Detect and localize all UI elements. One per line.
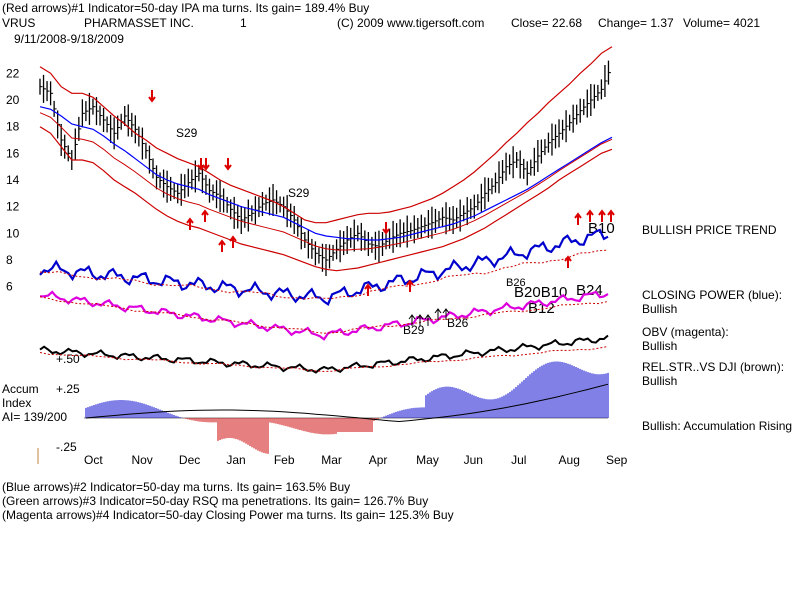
rel-strength-value: Bullish <box>642 374 678 388</box>
buy-arrow-up <box>598 209 606 222</box>
ticker-symbol: VRUS <box>2 16 36 30</box>
x-tick-label: Feb <box>274 453 295 467</box>
y-tick-label: 8 <box>6 253 13 267</box>
x-tick-label: Sep <box>606 453 628 467</box>
rel-strength-ma-line <box>39 345 609 373</box>
black-arrow-up <box>434 308 442 320</box>
closing-power-line <box>39 228 609 306</box>
closing-power-title: CLOSING POWER (blue): <box>642 288 783 302</box>
annotation-b29: B29 <box>403 323 425 337</box>
x-tick-label: Oct <box>84 453 103 467</box>
buy-arrow-up <box>574 212 582 225</box>
rel-strength-line <box>39 334 609 374</box>
annotation-s29-b: S29 <box>288 186 310 200</box>
closing-power-value: Bullish <box>642 302 678 316</box>
obv-line <box>39 290 609 341</box>
footer-line-2: (Green arrows)#3 Indicator=50-day RSQ ma… <box>2 494 429 508</box>
closing-power-ma-line <box>39 249 609 300</box>
x-tick-label: Aug <box>559 453 580 467</box>
rel-strength-title: REL.STR..VS DJI (brown): <box>642 360 785 374</box>
accum-tick-plus25: +.25 <box>56 382 80 396</box>
black-arrow-up <box>424 314 432 326</box>
sell-arrow-down <box>382 222 390 235</box>
lower-band-line <box>39 126 613 272</box>
date-range: 9/11/2008-9/18/2009 <box>14 32 124 46</box>
accum-tick-minus25: -.25 <box>56 440 77 454</box>
company-name: PHARMASSET INC. <box>84 16 194 30</box>
y-tick-label: 10 <box>6 226 20 240</box>
footer-line-3: (Magenta arrows)#4 Indicator=50-day Clos… <box>2 508 454 522</box>
obv-ma-line <box>39 296 609 334</box>
x-tick-label: Dec <box>179 453 200 467</box>
buy-arrow-up <box>186 217 194 230</box>
annotation-b20-b10: B20B10 <box>514 284 568 301</box>
ai-value: AI= 139/200 <box>2 410 68 424</box>
annotation-b26: B26 <box>447 316 469 330</box>
accum-tick-plus50: +.50 <box>56 352 80 366</box>
x-tick-label: Nov <box>131 453 152 467</box>
black-arrow-up <box>416 314 424 326</box>
x-tick-label: May <box>416 453 439 467</box>
x-tick-label: Jun <box>464 453 483 467</box>
x-tick-label: Jan <box>226 453 245 467</box>
change-value: Change= 1.37 <box>598 16 674 30</box>
copyright: (C) 2009 www.tigersoft.com <box>337 16 485 30</box>
y-tick-label: 12 <box>6 200 20 214</box>
x-tick-label: Apr <box>369 453 388 467</box>
buy-arrow-up <box>218 239 226 252</box>
x-tick-label: Mar <box>321 453 342 467</box>
inner-band-line <box>39 112 613 251</box>
sell-arrow-down <box>202 158 210 171</box>
y-tick-label: 14 <box>6 173 20 187</box>
trend-label: BULLISH PRICE TREND <box>642 223 777 237</box>
y-tick-label: 22 <box>6 66 20 80</box>
annotation-s29-a: S29 <box>176 126 198 140</box>
chart-number: 1 <box>240 16 247 30</box>
sell-arrow-down <box>197 158 205 171</box>
volume-value: Volume= 4021 <box>683 16 761 30</box>
buy-arrow-up <box>564 255 572 268</box>
y-tick-label: 18 <box>6 120 20 134</box>
obv-value: Bullish <box>642 339 678 353</box>
footer-line-1: (Blue arrows)#2 Indicator=50-day ma turn… <box>2 480 351 494</box>
buy-arrow-up <box>229 235 237 248</box>
header-indicator-line: (Red arrows)#1 Indicator=50-day IPA ma t… <box>2 1 370 15</box>
accum-label: Accum <box>2 382 39 396</box>
accumulation-label: Bullish: Accumulation Rising <box>642 419 793 433</box>
accum-ma-line <box>85 383 609 423</box>
buy-arrow-up <box>364 283 372 296</box>
x-tick-label: Jul <box>511 453 526 467</box>
obv-title: OBV (magenta): <box>642 325 729 339</box>
upper-band-line <box>39 46 613 224</box>
sell-arrow-down <box>224 158 232 171</box>
buy-arrow-up <box>406 279 414 292</box>
index-label: Index <box>2 396 32 410</box>
close-value: Close= 22.68 <box>511 16 583 30</box>
black-arrow-up <box>442 308 450 320</box>
annotation-b24: B24 <box>576 282 603 299</box>
y-tick-label: 16 <box>6 146 20 160</box>
y-tick-label: 6 <box>6 280 13 294</box>
black-arrow-up <box>408 314 416 326</box>
buy-arrow-up <box>607 209 615 222</box>
annotation-b26-small: B26 <box>506 277 526 289</box>
buy-arrow-up <box>586 209 594 222</box>
moving-average-line <box>39 106 613 241</box>
buy-arrow-up <box>201 209 209 222</box>
sell-arrow-down <box>148 90 156 103</box>
y-tick-label: 20 <box>6 93 20 107</box>
